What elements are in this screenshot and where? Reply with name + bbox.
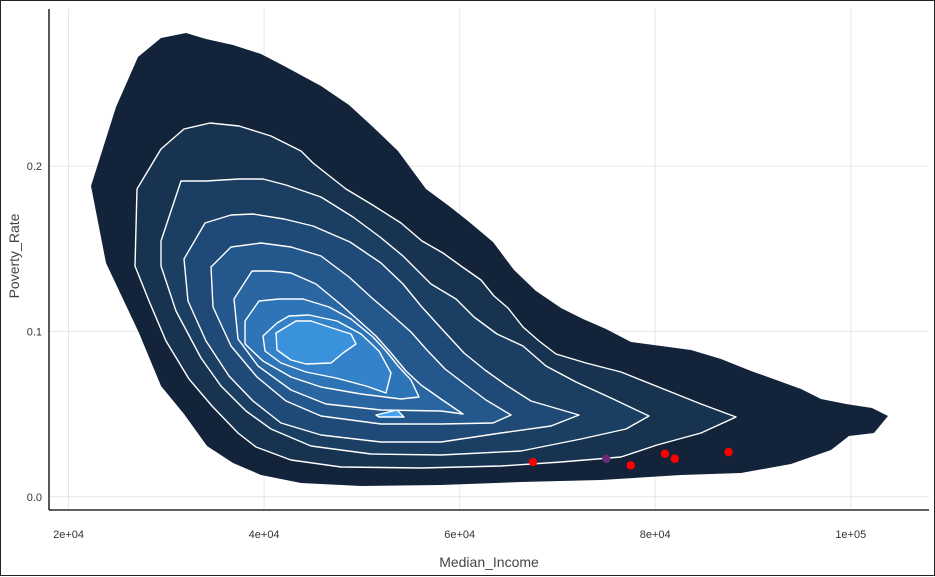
x-tick-label-4: 1e+05 bbox=[835, 529, 866, 541]
x-axis-title: Median_Income bbox=[439, 554, 539, 570]
x-tick-label-1: 4e+04 bbox=[249, 529, 280, 541]
tick-labels: 2e+04 4e+04 6e+04 8e+04 1e+05 0.0 0.1 0.2 bbox=[27, 161, 867, 541]
data-point-0 bbox=[528, 457, 538, 467]
x-tick-label-3: 8e+04 bbox=[640, 529, 671, 541]
x-tick-label-2: 6e+04 bbox=[444, 529, 475, 541]
data-point-3 bbox=[660, 449, 670, 458]
contour-level-10 bbox=[375, 409, 405, 418]
highlight-points bbox=[528, 447, 733, 470]
contour-level-9 bbox=[275, 320, 357, 365]
y-tick-label-1: 0.1 bbox=[27, 326, 42, 338]
y-tick-label-2: 0.2 bbox=[27, 161, 42, 173]
data-point-4 bbox=[670, 454, 679, 463]
data-point-1 bbox=[602, 454, 611, 463]
axes bbox=[48, 9, 929, 511]
x-tick-label-0: 2e+04 bbox=[53, 529, 84, 541]
y-axis-title: Poverty_Rate bbox=[6, 213, 22, 298]
data-point-5 bbox=[724, 447, 733, 457]
density-contours bbox=[91, 33, 888, 486]
data-point-2 bbox=[626, 461, 635, 470]
y-tick-label-0: 0.0 bbox=[27, 492, 42, 504]
